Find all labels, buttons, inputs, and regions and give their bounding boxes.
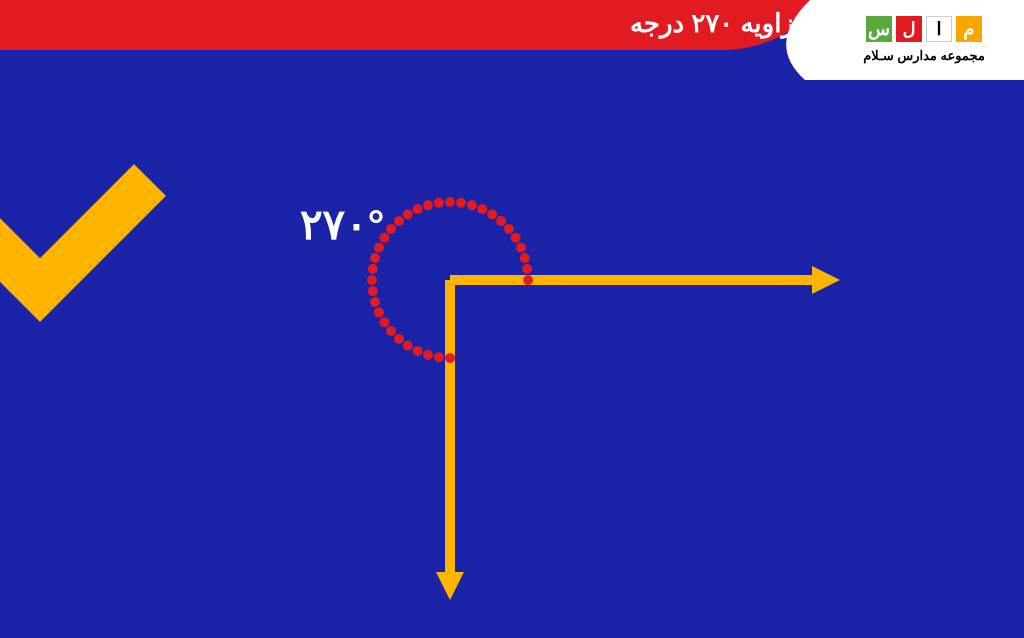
angle-degree-label: ۲۷۰° — [300, 200, 384, 249]
background-rect — [0, 0, 1024, 638]
school-logo: س ل ا م مجموعه مدارس سـلام — [824, 0, 1024, 80]
logo-sq-3: ا — [926, 16, 952, 42]
logo-sq-1: س — [866, 16, 892, 42]
logo-squares-row: س ل ا م — [866, 16, 982, 42]
diagram-svg — [0, 0, 1024, 638]
logo-sq-4: م — [956, 16, 982, 42]
slide-canvas: زاویه ۲۷۰ درجه ۲۷۰° س ل ا م مجموعه مدارس… — [0, 0, 1024, 638]
logo-sq-2: ل — [896, 16, 922, 42]
logo-subtitle: مجموعه مدارس سـلام — [863, 48, 985, 64]
slide-title: زاویه ۲۷۰ درجه — [630, 8, 794, 39]
